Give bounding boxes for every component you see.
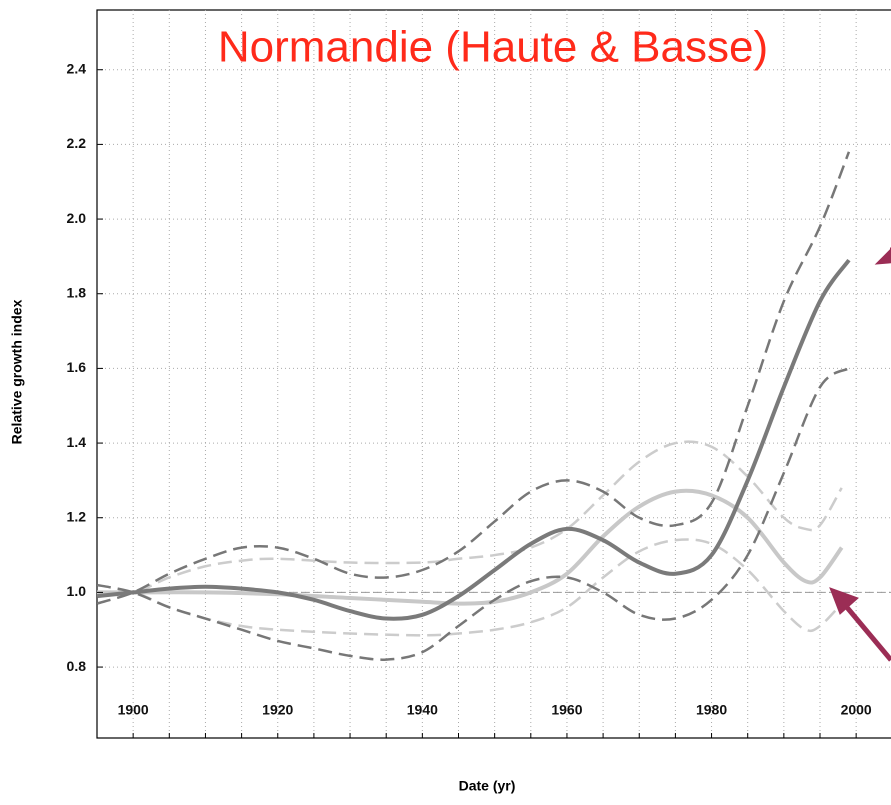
y-tick-label: 2.4 <box>67 60 87 76</box>
y-tick-label: 0.8 <box>67 658 87 674</box>
x-tick-label: 1940 <box>407 702 438 718</box>
y-tick-label: 1.0 <box>67 583 87 599</box>
series-line <box>97 440 843 595</box>
series-line <box>97 367 850 661</box>
y-tick-label: 1.2 <box>67 508 87 524</box>
series-line <box>97 258 851 621</box>
x-tick-label: 1900 <box>118 702 149 718</box>
x-tick-label: 2000 <box>841 702 872 718</box>
series-group <box>97 151 891 661</box>
arrow <box>843 603 891 662</box>
plot-frame <box>96 9 891 739</box>
series-line <box>97 488 844 606</box>
y-tick-label: 1.4 <box>67 434 87 450</box>
x-tick-label: 1960 <box>551 702 582 718</box>
y-tick-label: 2.2 <box>67 135 87 151</box>
chart-title: Normandie (Haute & Basse) <box>218 23 768 72</box>
y-axis-title: Relative growth index <box>9 299 25 444</box>
x-tick-label: 1920 <box>262 702 293 718</box>
y-tick-label: 2.0 <box>67 210 87 226</box>
y-tick-label: 1.6 <box>67 359 87 375</box>
annotation-arrows <box>829 247 891 662</box>
series-line <box>97 151 851 605</box>
x-axis-title: Date (yr) <box>459 778 516 794</box>
arrow-head <box>829 587 859 615</box>
grid <box>97 10 891 738</box>
y-tick-label: 1.8 <box>67 284 87 300</box>
x-tick-label: 1980 <box>696 702 727 718</box>
arrow-head <box>874 248 891 265</box>
